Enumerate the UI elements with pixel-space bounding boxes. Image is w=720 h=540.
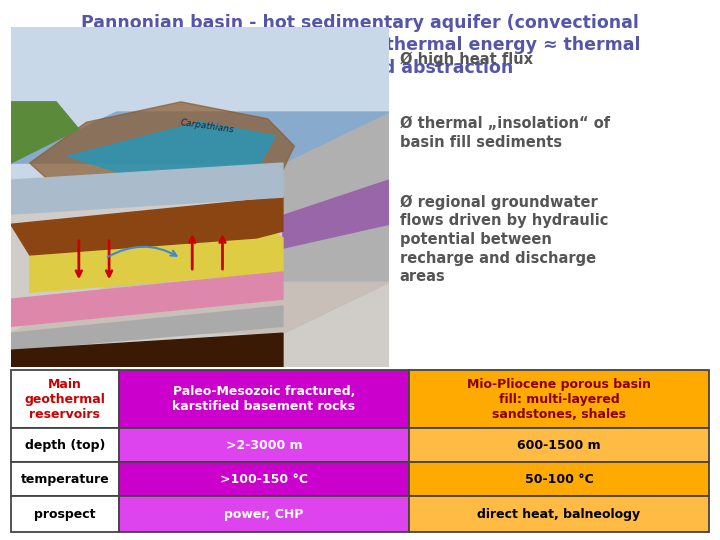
Text: 50-100 °C: 50-100 °C xyxy=(525,472,593,486)
Text: Ø regional groundwater
flows driven by hydraulic
potential between
recharge and : Ø regional groundwater flows driven by h… xyxy=(400,194,608,284)
Polygon shape xyxy=(11,112,389,163)
Text: Ø high heat flux: Ø high heat flux xyxy=(400,51,533,66)
Polygon shape xyxy=(11,197,283,255)
Text: Carpathians: Carpathians xyxy=(180,118,235,134)
Polygon shape xyxy=(30,224,283,292)
Polygon shape xyxy=(30,102,294,197)
Polygon shape xyxy=(11,272,283,326)
Text: Mio-Pliocene porous basin
fill: multi-layered
sandstones, shales: Mio-Pliocene porous basin fill: multi-la… xyxy=(467,377,651,421)
Polygon shape xyxy=(256,180,389,248)
Text: depth (top): depth (top) xyxy=(24,438,105,452)
Bar xyxy=(11,370,119,428)
Polygon shape xyxy=(11,306,283,350)
Text: Pannonian basin - hot sedimentary aquifer (convectional
flow system): utilizatio: Pannonian basin - hot sedimentary aquife… xyxy=(80,14,640,77)
Polygon shape xyxy=(11,102,79,163)
Bar xyxy=(119,496,409,532)
Text: >2-3000 m: >2-3000 m xyxy=(225,438,302,452)
Bar xyxy=(409,428,709,462)
Bar xyxy=(11,27,389,180)
Bar xyxy=(119,428,409,462)
Bar xyxy=(11,428,119,462)
Bar xyxy=(409,370,709,428)
Text: power, CHP: power, CHP xyxy=(225,508,304,521)
Text: Main
geothermal
reservoirs: Main geothermal reservoirs xyxy=(24,377,105,421)
Bar xyxy=(409,496,709,532)
Polygon shape xyxy=(283,112,389,333)
Text: 600-1500 m: 600-1500 m xyxy=(517,438,601,452)
Text: Paleo-Mesozoic fractured,
karstified basement rocks: Paleo-Mesozoic fractured, karstified bas… xyxy=(172,385,356,413)
Polygon shape xyxy=(11,333,283,367)
Text: prospect: prospect xyxy=(34,508,96,521)
Polygon shape xyxy=(11,163,283,214)
Polygon shape xyxy=(11,282,389,333)
Text: >100-150 °C: >100-150 °C xyxy=(220,472,308,486)
Bar xyxy=(119,462,409,496)
Polygon shape xyxy=(68,122,276,180)
Text: direct heat, balneology: direct heat, balneology xyxy=(477,508,641,521)
Bar xyxy=(11,496,119,532)
Bar xyxy=(409,462,709,496)
Text: temperature: temperature xyxy=(21,472,109,486)
Bar xyxy=(11,462,119,496)
Bar xyxy=(119,370,409,428)
Text: Ø thermal „insolation“ of
basin fill sediments: Ø thermal „insolation“ of basin fill sed… xyxy=(400,116,610,150)
